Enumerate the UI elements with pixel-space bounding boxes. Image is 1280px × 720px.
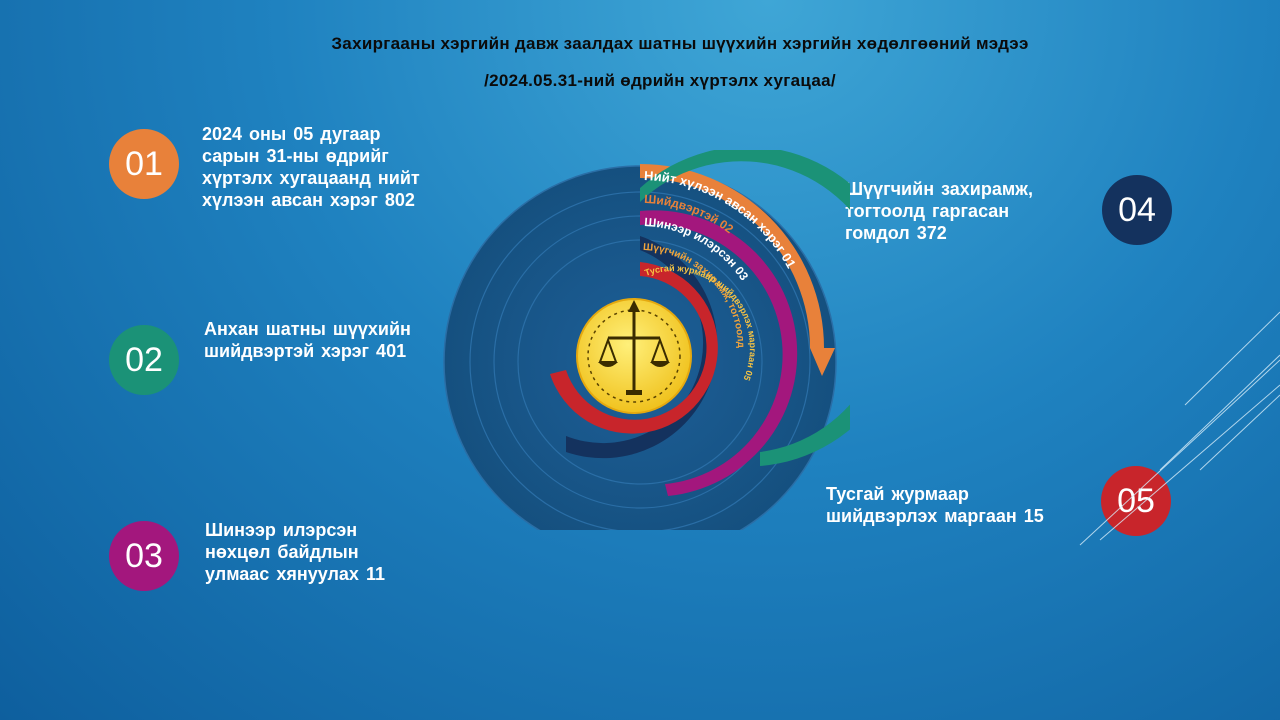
- label-03-line: Шинээр илэрсэн: [205, 520, 358, 540]
- badge-05: 05: [1101, 466, 1171, 536]
- label-03: Шинээр илэрсэн нөхцөл байдлын улмаас хян…: [205, 519, 385, 585]
- slide-title: Захиргааны хэргийн давж заалдах шатны шү…: [331, 34, 1029, 53]
- label-05: Тусгай журмаар шийдвэрлэх маргаан 15: [826, 483, 1044, 527]
- label-01-line: хүлээн авсан хэрэг 802: [202, 190, 415, 210]
- label-01-line: 2024 оны 05 дугаар: [202, 124, 381, 144]
- badge-02: 02: [109, 325, 179, 395]
- decorative-lines: [1079, 311, 1280, 546]
- label-04: Шүүгчийн захирамж, тогтоолд гаргасан гом…: [845, 178, 1033, 244]
- ring-02-band: [640, 150, 850, 466]
- label-02-line: шийдвэртэй хэрэг 401: [204, 341, 407, 361]
- label-01-line: хүртэлх хугацаанд нийт: [202, 168, 420, 188]
- label-02: Анхан шатны шүүхийн шийдвэртэй хэрэг 401: [204, 318, 411, 362]
- label-05-line: Тусгай журмаар: [826, 484, 969, 504]
- badge-01: 01: [109, 129, 179, 199]
- label-04-line: тогтоолд гаргасан: [845, 201, 1010, 221]
- label-04-line: Шүүгчийн захирамж,: [845, 179, 1033, 199]
- label-04-line: гомдол 372: [845, 223, 947, 243]
- label-05-line: шийдвэрлэх маргаан 15: [826, 506, 1044, 526]
- slide-subtitle: /2024.05.31-ний өдрийн хүртэлх хугацаа/: [484, 71, 836, 90]
- label-02-line: Анхан шатны шүүхийн: [204, 319, 411, 339]
- badge-04: 04: [1102, 175, 1172, 245]
- court-emblem-icon: [576, 298, 692, 414]
- label-01-line: сарын 31-ны өдрийг: [202, 146, 389, 166]
- label-03-line: улмаас хянуулах 11: [205, 564, 385, 584]
- label-03-line: нөхцөл байдлын: [205, 542, 359, 562]
- badge-03: 03: [109, 521, 179, 591]
- ring-diagram: Нийт хүлээн авсан хэрэг 01 Шийдвэртэй 02…: [430, 150, 850, 530]
- label-01: 2024 оны 05 дугаар сарын 31-ны өдрийг хү…: [202, 123, 420, 211]
- ring-01-band: [640, 164, 835, 376]
